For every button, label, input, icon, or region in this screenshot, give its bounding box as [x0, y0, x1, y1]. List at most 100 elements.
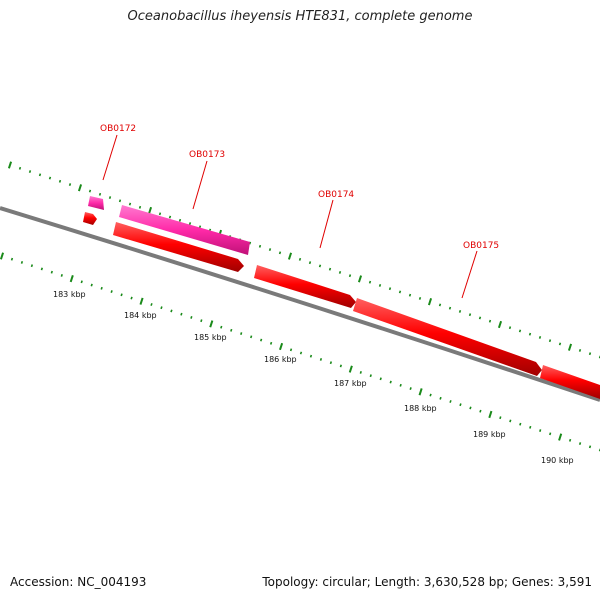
ruler-minor-tick [519, 422, 522, 426]
ruler-minor-tick [88, 189, 92, 193]
ruler-minor-tick [40, 267, 44, 271]
ruler-minor-tick [558, 342, 562, 346]
ruler-minor-tick [578, 349, 582, 352]
ruler-minor-tick [488, 319, 492, 323]
ruler-major-tick [139, 297, 144, 305]
gene-features [83, 196, 600, 399]
ruler-minor-tick [448, 306, 452, 310]
ruler-minor-tick [499, 416, 502, 420]
kbp-label-187: 187 kbp [334, 379, 367, 388]
ruler-minor-tick [319, 358, 323, 361]
ruler-minor-tick [539, 429, 542, 433]
ruler-minor-tick [549, 432, 552, 436]
ruler-minor-tick [529, 425, 532, 429]
ruler-minor-tick [110, 290, 113, 294]
ruler-minor-tick [409, 387, 412, 391]
ruler-minor-tick [388, 287, 392, 291]
ruler-major-tick [418, 388, 423, 396]
ruler-minor-tick [389, 380, 392, 384]
ruler-minor-tick [588, 352, 592, 356]
ruler-minor-tick [50, 270, 53, 274]
ruler-minor-tick [118, 199, 122, 203]
ruler-minor-tick [309, 354, 313, 358]
ruler-minor-tick [168, 215, 172, 219]
ruler-minor-tick [268, 248, 272, 252]
ruler-minor-tick [518, 329, 522, 333]
accession-text: Accession: NC_004193 [10, 575, 147, 589]
ruler-major-tick [0, 252, 5, 260]
ruler-major-tick [567, 343, 573, 351]
gene-ob0175[interactable] [353, 298, 542, 376]
ruler-minor-tick [459, 403, 462, 407]
ruler-minor-tick [528, 332, 532, 336]
ruler-minor-tick [328, 267, 332, 271]
ruler-major-tick [427, 298, 433, 306]
ruler-minor-tick [548, 339, 552, 343]
gene-label-ob0173: OB0173 [189, 150, 225, 160]
ruler-minor-tick [188, 222, 192, 226]
ruler-minor-tick [158, 212, 162, 216]
ruler-major-tick [279, 342, 284, 351]
ruler-minor-tick [299, 351, 303, 355]
ruler-major-tick [348, 365, 353, 373]
ruler-minor-tick [408, 293, 412, 297]
ruler-minor-tick [259, 338, 263, 342]
ruler-minor-tick [30, 264, 34, 268]
ruler-minor-tick [160, 306, 163, 310]
ruler-minor-tick [100, 286, 103, 290]
gene-ob0173[interactable] [113, 222, 244, 272]
ruler-minor-tick [60, 273, 63, 277]
gene-ob0172-rna[interactable] [88, 196, 104, 210]
gene-label-lines [102, 134, 478, 299]
gene-ob0173-rna[interactable] [119, 205, 250, 255]
ruler-minor-tick [108, 196, 112, 199]
ruler-minor-tick [248, 241, 252, 245]
ruler-minor-tick [220, 325, 223, 329]
genome-backbone [0, 206, 600, 402]
kbp-label-189: 189 kbp [473, 430, 506, 439]
ruler-minor-tick [538, 336, 542, 339]
ruler-major-tick [558, 433, 563, 441]
kbp-label-190: 190 kbp [541, 456, 574, 465]
ruler-minor-tick [368, 280, 372, 284]
ruler-minor-tick [418, 296, 422, 300]
ruler-minor-tick [588, 445, 592, 449]
ruler-minor-tick [468, 313, 472, 317]
ruler-minor-tick [80, 280, 83, 284]
ruler-minor-tick [289, 348, 293, 352]
ruler-minor-tick [348, 274, 352, 278]
ruler-minor-tick [230, 328, 233, 332]
ruler-major-tick [357, 275, 363, 283]
ruler-major-tick [287, 252, 293, 260]
ruler-minor-tick [439, 396, 442, 400]
ruler-minor-tick [48, 176, 52, 180]
ruler-minor-tick [10, 257, 14, 261]
ruler-minor-tick [68, 183, 72, 186]
ruler-minor-tick [329, 361, 333, 365]
ruler-minor-tick [278, 251, 282, 255]
kbp-label-185: 185 kbp [194, 333, 227, 342]
ruler-minor-tick [250, 335, 253, 339]
ruler-minor-tick [379, 377, 382, 381]
ruler-minor-tick [298, 257, 302, 261]
ruler-minor-tick [359, 370, 362, 374]
ruler-minor-tick [399, 383, 402, 387]
ruler-minor-tick [20, 261, 24, 264]
gene-ob0172[interactable] [83, 212, 97, 225]
ruler-minor-tick [178, 218, 182, 222]
ruler-minor-tick [469, 406, 472, 410]
ruler-minor-tick [128, 202, 132, 206]
ruler-minor-tick [190, 315, 193, 319]
ruler-minor-tick [568, 438, 572, 442]
gene-ob0176[interactable] [540, 365, 600, 399]
ruler-minor-tick [318, 264, 322, 268]
gene-label-ob0175: OB0175 [463, 241, 499, 251]
ruler-minor-tick [378, 283, 382, 287]
ruler-minor-tick [478, 316, 482, 320]
ruler-major-tick [7, 161, 13, 169]
inner-ruler [0, 252, 600, 452]
ruler-minor-tick [398, 290, 402, 294]
gene-ob0174[interactable] [254, 265, 356, 308]
ruler-minor-tick [369, 374, 372, 378]
